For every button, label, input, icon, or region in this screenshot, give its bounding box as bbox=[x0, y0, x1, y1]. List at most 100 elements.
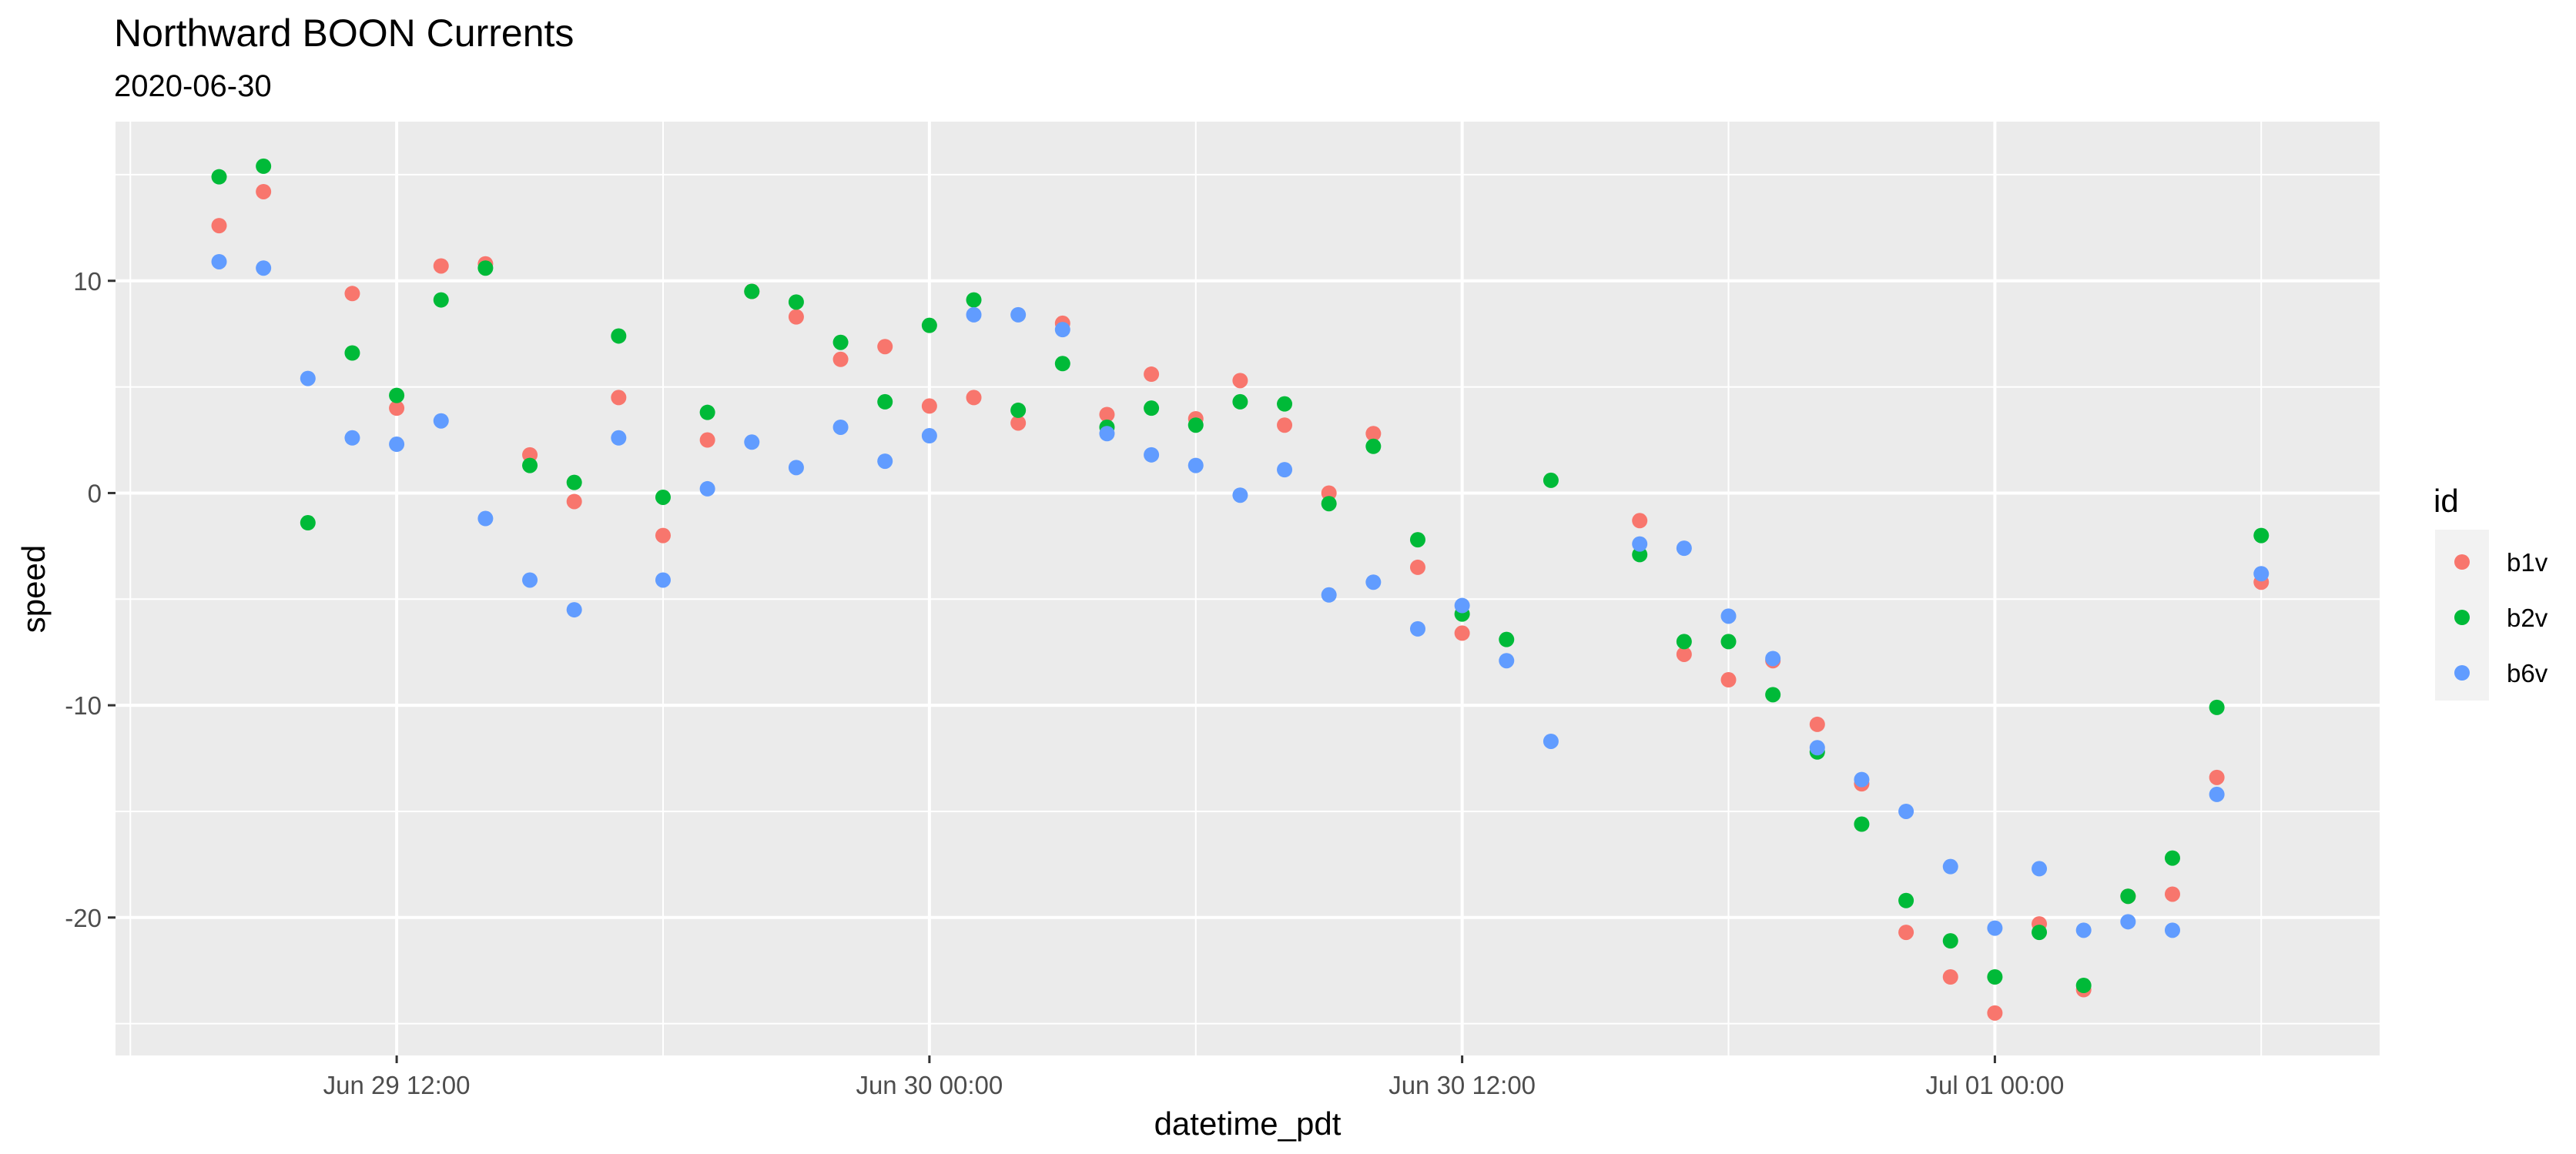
point-b6v bbox=[1854, 771, 1870, 788]
point-b1v bbox=[1720, 672, 1737, 688]
point-b6v bbox=[921, 428, 937, 444]
point-b6v bbox=[2164, 922, 2180, 938]
y-tick-label: -10 bbox=[65, 691, 102, 720]
point-b6v bbox=[2209, 786, 2225, 802]
chart-title: Northward BOON Currents bbox=[114, 12, 574, 55]
point-b6v bbox=[1987, 920, 2003, 936]
point-b1v bbox=[2209, 769, 2225, 785]
point-b2v bbox=[300, 515, 316, 531]
point-b1v bbox=[1277, 417, 1293, 433]
point-b1v bbox=[1987, 1005, 2003, 1021]
point-b1v bbox=[1010, 415, 1027, 431]
point-b2v bbox=[522, 457, 538, 473]
point-b2v bbox=[2209, 699, 2225, 715]
point-b2v bbox=[1987, 968, 2003, 985]
point-b6v bbox=[211, 253, 227, 269]
point-b1v bbox=[1632, 513, 1648, 529]
point-b1v bbox=[1676, 646, 1692, 662]
point-b2v bbox=[477, 260, 494, 276]
point-b6v bbox=[344, 430, 360, 446]
x-axis-title: datetime_pdt bbox=[1154, 1105, 1342, 1142]
point-b6v bbox=[1144, 447, 1160, 463]
point-b1v bbox=[699, 432, 715, 448]
point-b6v bbox=[788, 460, 804, 476]
point-b6v bbox=[522, 572, 538, 588]
legend-key-b1v bbox=[2454, 554, 2470, 570]
point-b1v bbox=[1454, 625, 1470, 641]
point-b2v bbox=[211, 169, 227, 185]
legend-title: id bbox=[2434, 483, 2459, 519]
point-b1v bbox=[1898, 925, 1914, 941]
point-b6v bbox=[1099, 426, 1115, 442]
point-b1v bbox=[1144, 366, 1160, 383]
point-b6v bbox=[1232, 487, 1248, 503]
point-b6v bbox=[1010, 306, 1027, 323]
point-b6v bbox=[1454, 597, 1470, 614]
point-b2v bbox=[788, 294, 804, 310]
legend-label-b1v: b1v bbox=[2507, 548, 2548, 577]
point-b1v bbox=[256, 183, 272, 199]
point-b1v bbox=[1099, 406, 1115, 423]
point-b2v bbox=[1232, 393, 1248, 410]
legend-key-b6v bbox=[2454, 665, 2470, 681]
point-b2v bbox=[1409, 532, 1425, 548]
point-b6v bbox=[1321, 587, 1337, 603]
point-b6v bbox=[877, 453, 893, 470]
x-tick-label: Jul 01 00:00 bbox=[1925, 1071, 2064, 1099]
point-b2v bbox=[344, 345, 360, 361]
point-b2v bbox=[1632, 547, 1648, 563]
point-b6v bbox=[1765, 651, 1781, 667]
point-b6v bbox=[1543, 733, 1559, 749]
point-b1v bbox=[433, 258, 449, 274]
x-tick-label: Jun 29 12:00 bbox=[323, 1071, 471, 1099]
point-b2v bbox=[1765, 687, 1781, 703]
point-b1v bbox=[877, 339, 893, 355]
point-b6v bbox=[2253, 566, 2269, 582]
plot-panel bbox=[116, 122, 2380, 1055]
point-b2v bbox=[1054, 356, 1070, 372]
point-b6v bbox=[1942, 858, 1958, 875]
point-b6v bbox=[1809, 740, 1825, 756]
point-b2v bbox=[389, 387, 405, 403]
point-b6v bbox=[1188, 457, 1204, 473]
legend: id b1v b2v b6v bbox=[2434, 483, 2548, 701]
point-b1v bbox=[1809, 716, 1825, 732]
point-b6v bbox=[389, 437, 405, 453]
point-b6v bbox=[1499, 653, 1515, 669]
point-b2v bbox=[1277, 396, 1293, 412]
point-b6v bbox=[2032, 861, 2048, 877]
point-b1v bbox=[832, 351, 849, 367]
point-b1v bbox=[611, 390, 627, 406]
point-b6v bbox=[1277, 462, 1293, 478]
point-b2v bbox=[877, 393, 893, 410]
point-b2v bbox=[699, 404, 715, 420]
point-b1v bbox=[566, 493, 582, 510]
y-tick-label: 0 bbox=[88, 479, 102, 507]
legend-key-b2v bbox=[2454, 610, 2470, 625]
grid-lines bbox=[116, 122, 2380, 1055]
y-axis-title: speed bbox=[15, 545, 52, 633]
point-b6v bbox=[1409, 620, 1425, 637]
point-b1v bbox=[1232, 373, 1248, 389]
point-b2v bbox=[2253, 527, 2269, 544]
point-b2v bbox=[966, 292, 982, 308]
point-b6v bbox=[477, 510, 494, 527]
point-b6v bbox=[699, 480, 715, 497]
point-b2v bbox=[256, 158, 272, 174]
point-b1v bbox=[1409, 559, 1425, 575]
point-b1v bbox=[921, 398, 937, 414]
point-b6v bbox=[1054, 322, 1070, 338]
point-b2v bbox=[2075, 978, 2092, 994]
point-b6v bbox=[1676, 540, 1692, 557]
x-tick-label: Jun 30 00:00 bbox=[856, 1071, 1003, 1099]
point-b1v bbox=[344, 286, 360, 302]
point-b6v bbox=[300, 370, 316, 386]
point-b6v bbox=[611, 430, 627, 446]
point-b2v bbox=[1499, 631, 1515, 647]
point-b6v bbox=[1720, 608, 1737, 624]
point-b6v bbox=[655, 572, 671, 588]
y-tick-label: -20 bbox=[65, 904, 102, 932]
point-b1v bbox=[1942, 968, 1958, 985]
point-b6v bbox=[1632, 536, 1648, 552]
